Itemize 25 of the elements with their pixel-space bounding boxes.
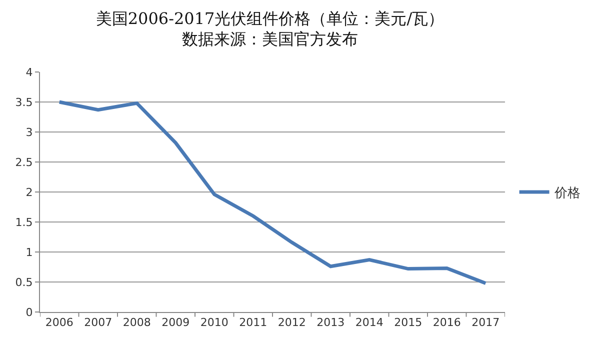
y-tick-label: 0: [26, 306, 33, 319]
x-tick-label: 2014: [355, 316, 384, 330]
chart-title: 美国2006-2017光伏组件价格（单位：美元/瓦）: [96, 8, 444, 28]
y-tick-label: 0.5: [15, 276, 33, 289]
x-tick-label: 2007: [84, 316, 112, 330]
x-tick-label: 2016: [432, 316, 461, 330]
y-tick-label: 1.5: [15, 216, 33, 229]
x-tick-label: 2008: [122, 316, 151, 330]
x-tick-label: 2009: [162, 316, 190, 330]
line-series: [58, 100, 488, 285]
legend-label: 价格: [553, 186, 580, 202]
x-tick-label: 2010: [200, 316, 228, 330]
x-tick-label: 2017: [472, 316, 500, 330]
x-tick-label: 2012: [278, 316, 306, 330]
x-tick-label: 2013: [316, 316, 345, 330]
y-tick-label: 3: [26, 126, 33, 139]
chart-subtitle: 数据来源：美国官方发布: [182, 30, 358, 49]
y-tick-label: 3.5: [15, 96, 33, 109]
y-tick-label: 2: [26, 186, 33, 199]
y-tick-label: 1: [26, 246, 33, 259]
y-tick-label: 2.5: [15, 156, 33, 169]
x-tick-label: 2015: [394, 316, 422, 330]
y-tick-label: 4: [26, 66, 33, 79]
x-tick-label: 2011: [239, 316, 268, 330]
x-tick-label: 2006: [45, 316, 74, 330]
